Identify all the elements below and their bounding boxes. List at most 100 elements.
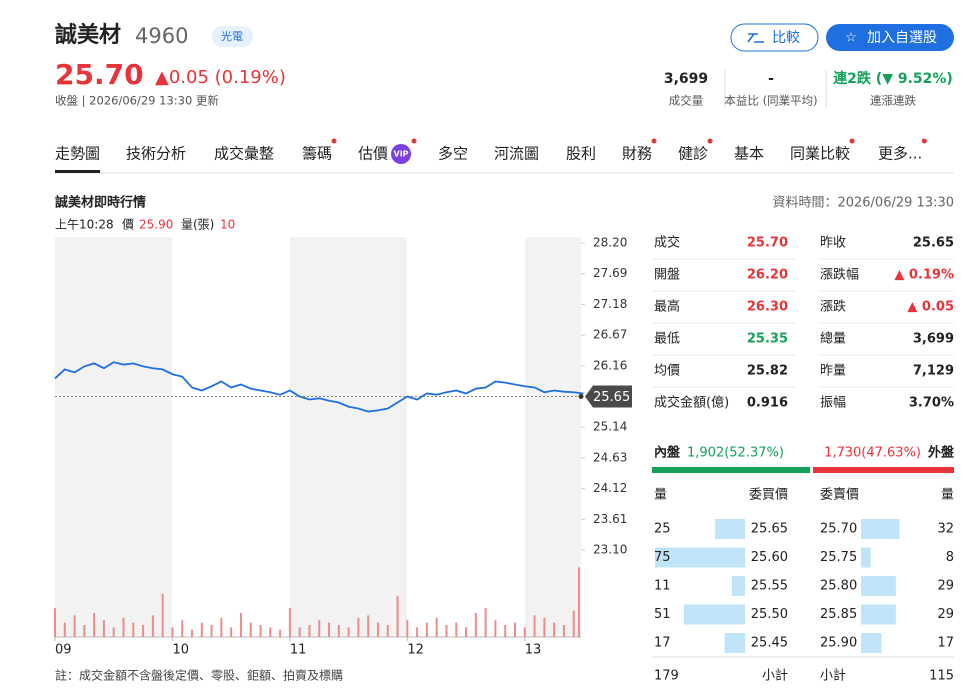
- stat-label: 成交量: [669, 94, 704, 108]
- ask-bar: [861, 576, 896, 596]
- book-header: 量: [654, 488, 667, 503]
- watchlist-button[interactable]: [826, 24, 954, 51]
- ask-price: 25.90: [820, 636, 857, 651]
- sector-label[interactable]: 光電: [221, 29, 243, 43]
- volume-bar: [249, 622, 252, 637]
- status: 收盤 | 2026/06/29 13:30 更新: [55, 94, 219, 108]
- quote-value: 7,129: [913, 364, 954, 379]
- volume-bar: [572, 610, 575, 637]
- data-time: 資料時間：2026/06/29 13:30: [772, 196, 954, 211]
- volume-bar: [54, 608, 56, 637]
- ask-volume: 8: [946, 550, 954, 565]
- ask-bar: [861, 547, 871, 568]
- ask-price: 25.80: [820, 579, 857, 594]
- tab-dot: [651, 138, 657, 144]
- x-tick-label: 09: [55, 643, 72, 658]
- volume-bar: [151, 615, 154, 637]
- ask-price: 25.70: [820, 522, 857, 537]
- tab[interactable]: 技術分析: [126, 145, 186, 163]
- volume-bar: [112, 627, 115, 637]
- quote-label: 開盤: [654, 268, 680, 283]
- y-tick-label: 24.63: [593, 450, 627, 464]
- reference-dot: [578, 394, 584, 399]
- tab[interactable]: 股利: [566, 145, 596, 163]
- quote-value: 3.70%: [909, 396, 954, 411]
- volume-bar: [122, 617, 125, 637]
- bid-price: 25.55: [751, 579, 788, 594]
- bid-price: 25.65: [751, 522, 788, 537]
- book-header: 委買價: [749, 488, 788, 503]
- volume-bar: [562, 625, 565, 637]
- bid-bar: [683, 604, 745, 625]
- stat-value: 3,699: [664, 71, 708, 87]
- tab-dot: [331, 138, 337, 144]
- volume-bar: [210, 625, 213, 637]
- quote-value: 25.70: [747, 236, 788, 251]
- quote-label: 漲跌幅: [820, 267, 859, 283]
- ask-volume: 32: [937, 522, 954, 537]
- cursor-volume-label: 量(張): [181, 218, 214, 232]
- reference-label-box: [585, 385, 632, 408]
- quote-value: 25.35: [747, 332, 788, 347]
- volume-bar: [455, 622, 458, 637]
- tab[interactable]: 同業比較: [790, 145, 850, 163]
- volume-bar: [578, 567, 580, 637]
- volume-bar: [83, 625, 86, 637]
- quote-value: ▲ 0.05: [907, 300, 954, 315]
- volume-bar: [93, 613, 96, 637]
- volume-bar: [484, 608, 487, 637]
- volume-bar: [435, 617, 438, 637]
- quote-label: 總量: [820, 331, 846, 347]
- y-tick-label: 25.14: [593, 420, 627, 434]
- volume-bar: [406, 620, 409, 637]
- cursor-price: 25.90: [139, 218, 173, 232]
- tab[interactable]: 成交彙整: [214, 145, 274, 163]
- volume-bar: [396, 596, 399, 637]
- volume-bar: [288, 608, 291, 637]
- volume-bar: [161, 593, 164, 637]
- watchlist-label[interactable]: 加入自選股: [867, 30, 937, 46]
- quote-label: 最高: [654, 299, 680, 315]
- volume-bar: [357, 617, 360, 637]
- volume-bar: [445, 625, 448, 637]
- volume-bar: [259, 625, 262, 637]
- compare-label[interactable]: 比較: [772, 30, 800, 46]
- session-band: [55, 237, 172, 637]
- outer-value: 1,730(47.63%): [824, 446, 921, 461]
- quote-label: 最低: [654, 332, 680, 347]
- volume-bar: [308, 625, 311, 637]
- volume-bar: [367, 615, 370, 637]
- tab[interactable]: 基本: [734, 145, 764, 163]
- volume-bar: [376, 622, 379, 637]
- compare-button[interactable]: [730, 23, 819, 52]
- stat-value: 連2跌 (▼ 9.52%): [833, 70, 953, 87]
- cursor-price-label: 價: [122, 218, 134, 232]
- tab[interactable]: 走勢圖: [55, 145, 100, 163]
- outer-bar: [813, 467, 954, 473]
- bid-total: 179: [654, 669, 679, 684]
- tab[interactable]: 籌碼: [302, 145, 332, 163]
- sector-tag[interactable]: [212, 26, 253, 47]
- volume-bar: [200, 622, 203, 637]
- volume-bar: [347, 627, 350, 637]
- ask-total: 115: [929, 669, 954, 684]
- quote-value: 25.65: [913, 236, 954, 251]
- y-tick-label: 27.18: [593, 297, 627, 311]
- tab[interactable]: 更多...: [878, 145, 922, 163]
- volume-bar: [230, 627, 233, 637]
- x-tick-label: 10: [172, 643, 189, 658]
- tab[interactable]: 估價: [358, 145, 388, 163]
- price-change: ▲0.05 (0.19%): [155, 67, 286, 88]
- y-tick-label: 26.16: [593, 358, 627, 372]
- ask-bar: [861, 633, 882, 653]
- tab[interactable]: 財務: [622, 145, 652, 163]
- price: 25.70: [55, 58, 144, 91]
- session-band: [525, 237, 581, 637]
- tab[interactable]: 健診: [678, 145, 708, 163]
- volume-bar: [220, 617, 223, 637]
- volume-bar: [269, 627, 272, 637]
- quote-label: 振幅: [820, 396, 846, 411]
- tab[interactable]: 多空: [438, 145, 468, 163]
- tab[interactable]: 河流圖: [494, 145, 539, 163]
- bid-bar: [731, 576, 745, 596]
